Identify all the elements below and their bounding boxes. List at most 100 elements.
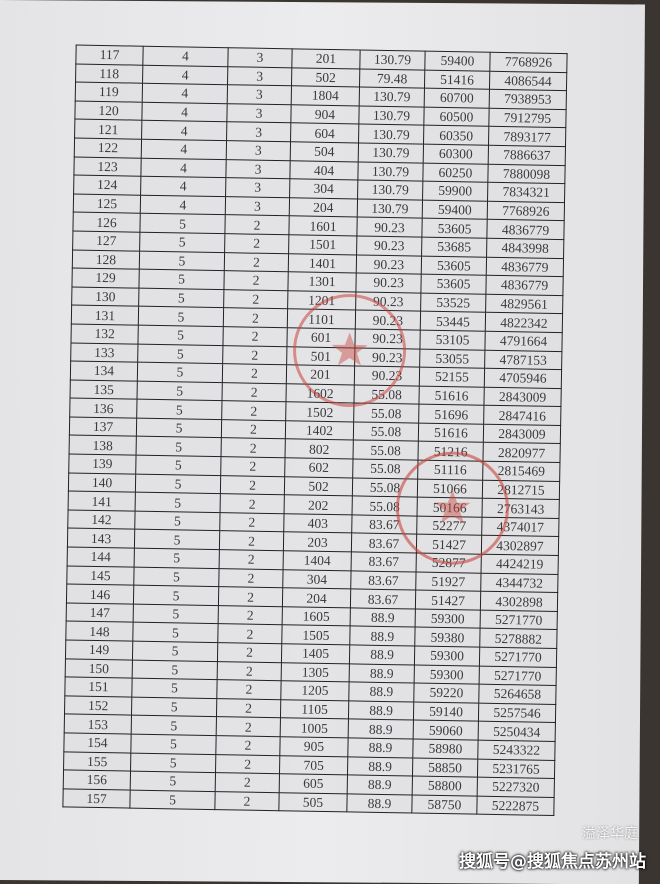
table-cell: 7893177 [488, 126, 566, 147]
table-cell: 2 [224, 233, 289, 254]
table-cell: 3 [225, 159, 291, 179]
table-cell: 504 [290, 141, 359, 162]
table-cell: 2 [219, 549, 284, 570]
table-cell: 1101 [287, 309, 356, 329]
table-cell: 501 [286, 346, 355, 367]
table-cell: 2 [215, 735, 281, 756]
table-cell: 3 [227, 66, 292, 86]
table-cell: 51616 [418, 385, 485, 406]
table-cell: 4 [140, 194, 226, 216]
table-cell: 505 [278, 792, 348, 813]
table-cell: 5 [139, 213, 226, 234]
table-cell: 53105 [419, 329, 486, 350]
table-cell: 602 [284, 457, 353, 478]
table-cell: 143 [67, 528, 135, 549]
table-cell: 4 [142, 83, 228, 104]
table-cell: 60500 [423, 106, 490, 127]
table-cell: 2 [215, 754, 280, 774]
table-cell: 136 [69, 398, 138, 419]
table-cell: 130.79 [357, 161, 424, 182]
table-cell: 5 [139, 232, 225, 253]
table-cell: 122 [74, 137, 142, 158]
table-cell: 2 [218, 586, 283, 607]
table-cell: 1601 [288, 216, 358, 236]
table-cell: 59300 [414, 664, 480, 685]
table-cell: 121 [74, 119, 142, 140]
table-cell: 2 [219, 531, 284, 551]
table-cell: 118 [75, 63, 143, 84]
table-cell: 2 [224, 215, 290, 235]
table-cell: 90.23 [355, 310, 421, 330]
table-cell: 2 [214, 791, 280, 812]
table-cell: 53055 [419, 348, 485, 369]
table-cell: 2 [221, 382, 287, 403]
table-cell: 90.23 [356, 235, 422, 256]
table-cell: 139 [68, 454, 137, 474]
table-cell: 130.79 [357, 198, 423, 219]
table-cell: 705 [279, 755, 348, 776]
table-cell: 4344732 [480, 572, 559, 593]
table-cell: 129 [71, 268, 140, 288]
table-cell: 3 [226, 122, 291, 142]
table-cell: 5 [132, 641, 218, 662]
table-cell: 88.9 [347, 756, 413, 777]
table-cell: 53685 [421, 237, 487, 257]
table-cell: 4302897 [481, 535, 559, 556]
table-cell: 55.08 [353, 384, 420, 405]
table-cell: 4 [141, 101, 228, 123]
table-cell: 151 [64, 677, 133, 697]
table-cell: 7768926 [489, 52, 568, 73]
table-cell: 2820977 [482, 442, 561, 463]
table-cell: 55.08 [352, 440, 419, 461]
table-cell: 1205 [280, 680, 350, 701]
table-cell: 2 [220, 475, 285, 495]
table-cell: 128 [72, 249, 140, 270]
table-cell: 1105 [280, 699, 349, 720]
table-cell: 2763143 [482, 498, 560, 519]
table-cell: 53605 [420, 274, 487, 294]
table-cell: 149 [65, 639, 133, 660]
table-cell: 5222875 [476, 795, 555, 816]
table-cell: 90.23 [356, 217, 423, 238]
table-cell: 90.23 [355, 291, 421, 312]
table-cell: 2 [220, 456, 286, 477]
table-cell: 4843998 [486, 238, 564, 259]
table-cell: 83.67 [351, 514, 418, 535]
table-cell: 5278882 [479, 628, 558, 649]
table-cell: 4424219 [481, 554, 559, 575]
table-cell: 5257546 [478, 702, 556, 723]
table-cell: 2812715 [482, 479, 560, 500]
table-cell: 502 [284, 476, 353, 497]
table-cell: 59380 [414, 627, 481, 648]
table-cell: 7834321 [487, 182, 565, 203]
table-cell: 5 [131, 678, 218, 699]
table-cell: 130.79 [358, 124, 424, 145]
table-cell: 2 [223, 307, 288, 328]
table-cell: 5 [136, 399, 222, 420]
table-cell: 2 [220, 493, 285, 514]
table-cell: 83.67 [350, 570, 417, 591]
table-cell: 145 [66, 565, 135, 586]
table-cell: 3 [226, 140, 291, 161]
table-cell: 5 [130, 752, 216, 773]
table-cell: 51427 [415, 590, 481, 610]
table-cell: 51216 [417, 441, 484, 462]
table-cell: 119 [75, 82, 143, 102]
table-cell: 83.67 [350, 589, 416, 609]
table-cell: 5 [135, 473, 221, 494]
table-cell: 1305 [281, 662, 350, 683]
table-cell: 2 [221, 400, 286, 421]
table-cell: 2843009 [483, 424, 561, 445]
table-cell: 50166 [417, 497, 483, 518]
table-cell: 5271770 [479, 665, 557, 686]
table-cell: 1602 [285, 383, 355, 404]
table-cell: 130.79 [358, 105, 425, 126]
table-cell: 53525 [420, 292, 486, 313]
table-cell: 59900 [422, 181, 488, 201]
table-cell: 5 [130, 771, 216, 792]
table-cell: 88.9 [349, 663, 415, 684]
table-cell: 7912795 [488, 108, 567, 128]
table-cell: 904 [290, 104, 360, 125]
table-cell: 5231765 [477, 758, 555, 779]
table-cell: 4 [142, 46, 229, 67]
